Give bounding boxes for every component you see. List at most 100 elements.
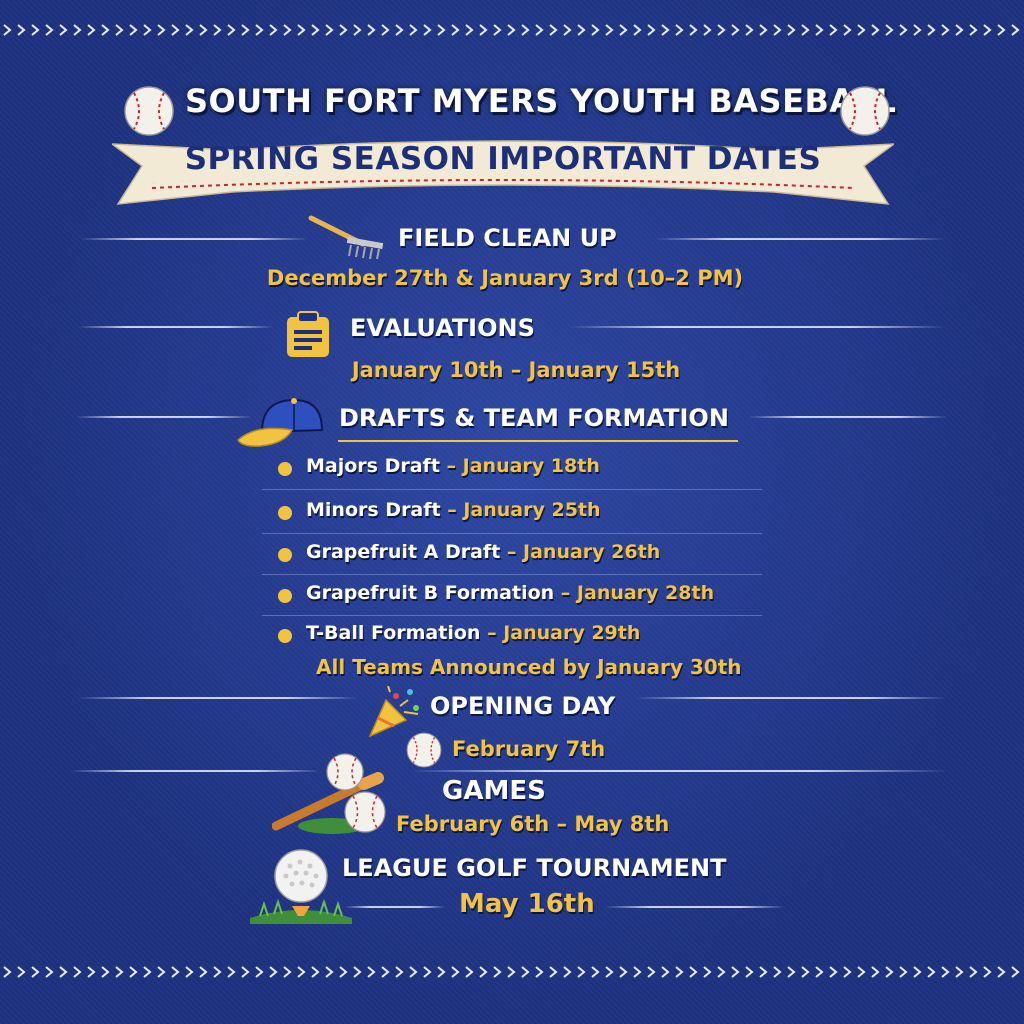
baseball-icon [840,86,890,136]
divider-line [410,770,948,772]
stitch-mark [633,966,642,978]
list-item-name: T-Ball Formation [306,622,481,644]
stitch-mark [45,24,54,36]
stitch-mark [3,966,12,978]
stitch-mark [423,24,432,36]
teams-announced-note: All Teams Announced by January 30th [316,655,742,679]
stitch-mark [241,966,250,978]
divider-line [78,326,273,328]
stitch-mark [787,24,796,36]
baseball-icon [406,732,442,768]
stitch-mark [549,966,558,978]
stitch-mark [675,24,684,36]
stitch-mark [927,966,936,978]
stitch-mark [395,24,404,36]
stitch-mark [801,966,810,978]
stitch-mark [227,966,236,978]
divider-line [70,770,320,772]
stitch-mark [283,966,292,978]
divider-line [636,697,946,699]
stitch-mark [199,966,208,978]
stitch-mark [591,966,600,978]
stitch-mark [241,24,250,36]
divider-line [262,615,762,616]
stitch-mark [437,24,446,36]
stitch-mark [815,24,824,36]
stitch-mark [857,966,866,978]
stitch-mark [45,966,54,978]
divider-line [570,326,945,328]
stitch-mark [395,966,404,978]
stitch-mark [171,24,180,36]
stitch-mark [521,966,530,978]
list-item-separator: – [506,541,517,563]
stitch-mark [87,966,96,978]
stitch-mark [143,966,152,978]
list-item-separator: – [487,622,497,644]
section-date-evaluations: January 10th – January 15th [351,358,681,382]
stitch-mark [535,24,544,36]
stitch-mark [577,966,586,978]
stitch-mark [465,966,474,978]
stitch-mark [983,966,992,978]
list-item-name: Minors Draft [306,499,441,521]
stitch-mark [717,966,726,978]
subtitle: SPRING SEASON IMPORTANT DATES [184,141,822,177]
section-title-field-clean-up: FIELD CLEAN UP [398,224,617,252]
list-item-name: Grapefruit B Formation [306,582,555,604]
stitch-mark [199,24,208,36]
stitching-top [3,24,1020,36]
title-row: SOUTH FORT MYERS YOUTH BASEBALL [0,78,1024,138]
stitch-mark [451,966,460,978]
stitch-mark [325,966,334,978]
stitch-mark [115,24,124,36]
stitch-mark [941,24,950,36]
stitch-mark [703,24,712,36]
baseball-icon [124,86,174,136]
stitch-mark [213,24,222,36]
stitch-mark [381,24,390,36]
stitch-mark [829,966,838,978]
stitch-mark [325,24,334,36]
stitch-mark [731,966,740,978]
stitch-mark [983,24,992,36]
stitch-mark [1011,966,1020,978]
stitch-mark [269,966,278,978]
stitch-mark [871,966,880,978]
stitch-mark [311,966,320,978]
clipboard-icon [287,311,329,357]
stitch-mark [731,24,740,36]
list-item-name: Majors Draft [306,455,440,477]
divider-line [605,906,785,908]
stitch-mark [661,24,670,36]
list-item-separator: – [446,455,457,477]
stitch-mark [17,24,26,36]
stitch-mark [997,966,1006,978]
stitch-mark [689,24,698,36]
stitch-mark [899,966,908,978]
divider-line [345,906,445,908]
bullet-icon [278,589,292,603]
stitch-mark [129,966,138,978]
stitch-mark [255,24,264,36]
section-date-golf: May 16th [459,889,595,919]
stitch-mark [493,24,502,36]
stitch-mark [885,966,894,978]
stitch-mark [255,966,264,978]
stitch-mark [409,966,418,978]
stitch-mark [87,24,96,36]
stitch-mark [633,24,642,36]
stitch-mark [367,24,376,36]
stitch-mark [535,966,544,978]
stitch-mark [899,24,908,36]
stitch-mark [269,24,278,36]
stitch-mark [801,24,810,36]
stitch-mark [773,24,782,36]
stitch-mark [157,966,166,978]
stitch-mark [759,24,768,36]
stitch-mark [381,966,390,978]
stitch-mark [465,24,474,36]
stitch-mark [885,24,894,36]
bullet-icon [278,462,292,476]
stitch-mark [185,966,194,978]
